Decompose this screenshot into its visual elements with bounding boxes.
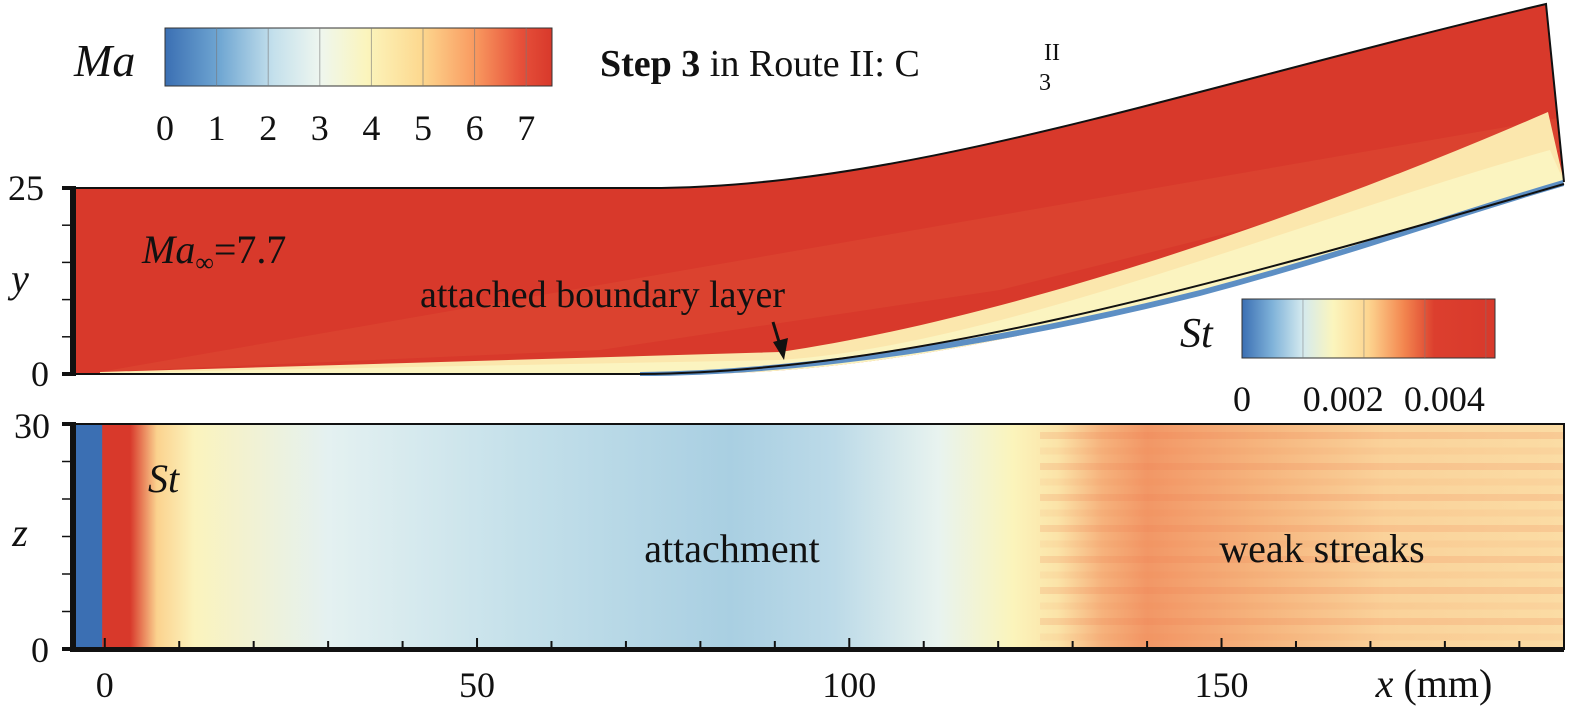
lower-y-axis: 30 0 z	[11, 406, 76, 670]
mach-colorbar-label: Ma	[73, 35, 135, 86]
streak	[1040, 540, 1564, 548]
streak	[1040, 571, 1564, 579]
x-tick-label: 0	[96, 665, 114, 705]
x-tick-label: 150	[1195, 665, 1249, 705]
x-axis-unit: (mm)	[1393, 661, 1492, 706]
lower-y-tick-0: 0	[31, 630, 49, 670]
lower-y-label: z	[11, 510, 28, 555]
top-outline	[75, 2, 1565, 190]
boundary-layer-edge	[100, 150, 1564, 374]
freestream-mach-val: =7.7	[214, 227, 287, 272]
streak	[1040, 587, 1564, 594]
streak	[1040, 556, 1564, 563]
title-bold: Step 3	[600, 43, 700, 85]
mach-colorbar-tick: 5	[414, 108, 432, 148]
st-colorbar: St 0 0.002 0.004	[1180, 298, 1496, 419]
x-axis-var: x	[1375, 661, 1394, 706]
boundary-layer-label: attached boundary layer	[420, 274, 785, 316]
boundary-layer-arrow	[771, 321, 788, 360]
streak	[1040, 525, 1564, 532]
x-axis-label: x (mm)	[1375, 661, 1493, 706]
attachment-label: attachment	[644, 526, 819, 571]
streak	[1040, 447, 1564, 455]
lower-y-tick-30: 30	[14, 406, 50, 446]
st-colorbar-tick: 0	[1233, 379, 1251, 419]
streak	[1040, 602, 1564, 610]
st-colorbar-tick: 0.002	[1303, 379, 1384, 419]
streak	[1040, 618, 1564, 625]
title-rest: in Route II: C	[700, 43, 920, 85]
mach-colorbar-tick: 6	[466, 108, 484, 148]
chart-title: Step 3 in Route II: C	[600, 43, 920, 85]
freestream-mach-base: Ma	[141, 227, 195, 272]
mach-colorbar-tick: 0	[156, 108, 174, 148]
st-field-rect	[75, 424, 1564, 649]
freestream-mach-label: Ma∞=7.7	[141, 227, 286, 277]
title-sub: 3	[1039, 70, 1051, 96]
streak	[1040, 633, 1564, 641]
upper-y-tick-25: 25	[8, 168, 44, 208]
mach-colorbar-bar	[164, 27, 553, 87]
streak	[1040, 478, 1564, 486]
mach-colorbar-tick: 1	[208, 108, 226, 148]
upper-y-label: y	[7, 256, 29, 301]
upper-y-axis: 25 0 y	[7, 168, 76, 394]
st-colorbar-label: St	[1180, 311, 1214, 357]
mach-colorbar-tick: 3	[311, 108, 329, 148]
mach-colorbar-tick: 2	[259, 108, 277, 148]
shock-wave	[100, 118, 1560, 372]
st-field	[74, 423, 1565, 650]
st-field-label: St	[148, 456, 180, 501]
streak	[1040, 509, 1564, 517]
streak	[1040, 432, 1564, 439]
mach-colorbar-tick: 4	[362, 108, 380, 148]
weak-streaks-label: weak streaks	[1219, 526, 1424, 571]
upper-y-tick-0: 0	[31, 354, 49, 394]
freestream-mach-sub: ∞	[195, 248, 214, 277]
x-tick-label: 50	[459, 665, 495, 705]
x-tick-label: 100	[822, 665, 876, 705]
mach-colorbar-tick: 7	[517, 108, 535, 148]
mach-field	[75, 2, 1565, 376]
st-colorbar-tick: 0.004	[1404, 379, 1485, 419]
wall-outline	[75, 183, 1565, 375]
streak	[1040, 494, 1564, 501]
x-axis: 0 50 100 150 x (mm)	[70, 638, 1564, 706]
streak	[1040, 463, 1564, 470]
st-colorbar-bar	[1241, 298, 1496, 359]
title-sup: II	[1044, 40, 1060, 66]
